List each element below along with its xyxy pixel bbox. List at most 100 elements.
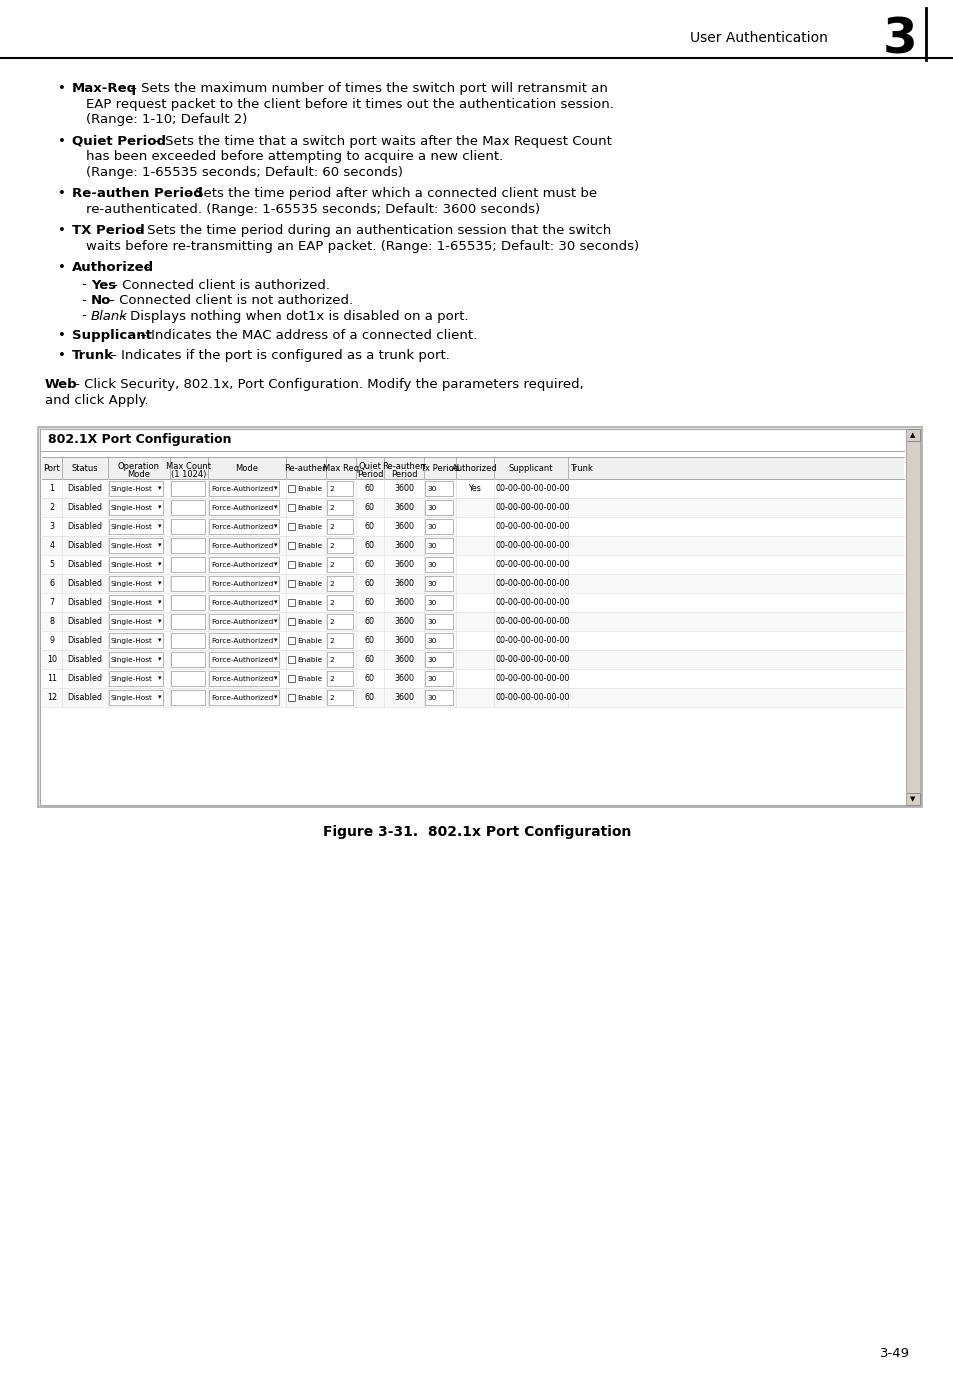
Text: 2: 2 (329, 504, 334, 511)
Text: 8: 8 (50, 618, 54, 626)
Bar (109, 613, 163, 629)
Text: 30: 30 (427, 580, 436, 587)
Text: 00-00-00-00-00-00: 00-00-00-00-00-00 (496, 675, 570, 683)
Bar (109, 482, 163, 496)
Text: 3600: 3600 (394, 675, 414, 683)
Text: Single-Host: Single-Host (111, 580, 152, 587)
Text: 2: 2 (329, 543, 334, 548)
Bar (327, 613, 353, 629)
Bar (327, 539, 353, 552)
Text: 3600: 3600 (394, 579, 414, 589)
Bar (171, 557, 205, 572)
Bar (38, 428, 921, 806)
Bar (288, 580, 294, 587)
Text: – Connected client is not authorized.: – Connected client is not authorized. (104, 294, 353, 307)
Text: 3600: 3600 (394, 693, 414, 702)
Text: 00-00-00-00-00-00: 00-00-00-00-00-00 (496, 618, 570, 626)
Bar (327, 519, 353, 534)
Text: Disabled: Disabled (68, 693, 102, 702)
Text: Quiet: Quiet (358, 462, 381, 471)
Bar (171, 500, 205, 515)
Text: 00-00-00-00-00-00: 00-00-00-00-00-00 (496, 598, 570, 607)
Bar (327, 482, 353, 496)
Bar (209, 519, 278, 534)
Text: 30: 30 (427, 486, 436, 491)
Text: Single-Host: Single-Host (111, 619, 152, 625)
Bar (171, 519, 205, 534)
Text: 60: 60 (365, 579, 375, 589)
Text: (Range: 1-65535 seconds; Default: 60 seconds): (Range: 1-65535 seconds; Default: 60 sec… (86, 165, 402, 179)
Text: Supplicant: Supplicant (71, 329, 152, 341)
Text: •: • (58, 348, 66, 361)
Text: Disabled: Disabled (68, 541, 102, 550)
Text: Disabled: Disabled (68, 618, 102, 626)
Text: (Range: 1-10; Default 2): (Range: 1-10; Default 2) (86, 112, 247, 126)
Text: 12: 12 (47, 693, 57, 702)
Text: 00-00-00-00-00-00: 00-00-00-00-00-00 (496, 559, 570, 569)
Bar (171, 576, 205, 591)
Bar (288, 504, 294, 511)
Text: – Sets the time period after which a connected client must be: – Sets the time period after which a con… (180, 187, 597, 200)
Text: ▾: ▾ (157, 580, 161, 587)
Text: 3: 3 (882, 15, 917, 62)
Text: ▾: ▾ (274, 657, 276, 662)
Text: -: - (81, 279, 86, 291)
Text: Disabled: Disabled (68, 484, 102, 493)
Bar (424, 652, 453, 668)
Text: 3-49: 3-49 (879, 1346, 909, 1360)
Text: 10: 10 (47, 655, 57, 663)
Text: 60: 60 (365, 541, 375, 550)
Text: 30: 30 (427, 657, 436, 662)
Text: Single-Host: Single-Host (111, 523, 152, 529)
Text: Yes: Yes (468, 484, 481, 493)
Text: Enable: Enable (296, 637, 322, 644)
Text: Single-Host: Single-Host (111, 504, 152, 511)
Text: 2: 2 (329, 523, 334, 529)
Text: Force-Authorized: Force-Authorized (211, 657, 273, 662)
Bar (42, 593, 903, 612)
Text: 3600: 3600 (394, 484, 414, 493)
Text: Re-authen: Re-authen (284, 464, 328, 472)
Text: 00-00-00-00-00-00: 00-00-00-00-00-00 (496, 655, 570, 663)
Text: 2: 2 (329, 694, 334, 701)
Text: 60: 60 (365, 636, 375, 645)
Text: 00-00-00-00-00-00: 00-00-00-00-00-00 (496, 502, 570, 512)
Bar (42, 555, 903, 575)
Bar (327, 633, 353, 648)
Text: Re-authen Period: Re-authen Period (71, 187, 203, 200)
Bar (424, 539, 453, 552)
Bar (109, 690, 163, 705)
Text: Operation: Operation (118, 462, 160, 471)
Text: Quiet Period: Quiet Period (71, 135, 166, 147)
Text: Mode: Mode (235, 464, 258, 472)
Bar (42, 479, 903, 498)
Text: Single-Host: Single-Host (111, 543, 152, 548)
Bar (209, 539, 278, 552)
Text: Trunk: Trunk (569, 464, 592, 472)
Bar (42, 632, 903, 650)
Text: 00-00-00-00-00-00: 00-00-00-00-00-00 (496, 541, 570, 550)
Text: 3600: 3600 (394, 522, 414, 532)
Text: 30: 30 (427, 504, 436, 511)
Text: Single-Host: Single-Host (111, 600, 152, 605)
Text: Authorized: Authorized (71, 261, 154, 273)
Text: ▾: ▾ (274, 694, 276, 701)
Text: 3600: 3600 (394, 636, 414, 645)
Text: 3600: 3600 (394, 541, 414, 550)
Text: Force-Authorized: Force-Authorized (211, 619, 273, 625)
Text: (1 1024): (1 1024) (172, 471, 207, 479)
Bar (424, 690, 453, 705)
Text: Web: Web (45, 378, 77, 391)
Bar (171, 670, 205, 686)
Bar (171, 633, 205, 648)
Bar (209, 595, 278, 609)
Text: Enable: Enable (296, 580, 322, 587)
Bar (171, 595, 205, 609)
Bar (424, 482, 453, 496)
Text: Enable: Enable (296, 543, 322, 548)
Text: ▾: ▾ (157, 486, 161, 491)
Text: Enable: Enable (296, 694, 322, 701)
Text: 2: 2 (329, 619, 334, 625)
Text: 3600: 3600 (394, 502, 414, 512)
Text: 2: 2 (329, 580, 334, 587)
